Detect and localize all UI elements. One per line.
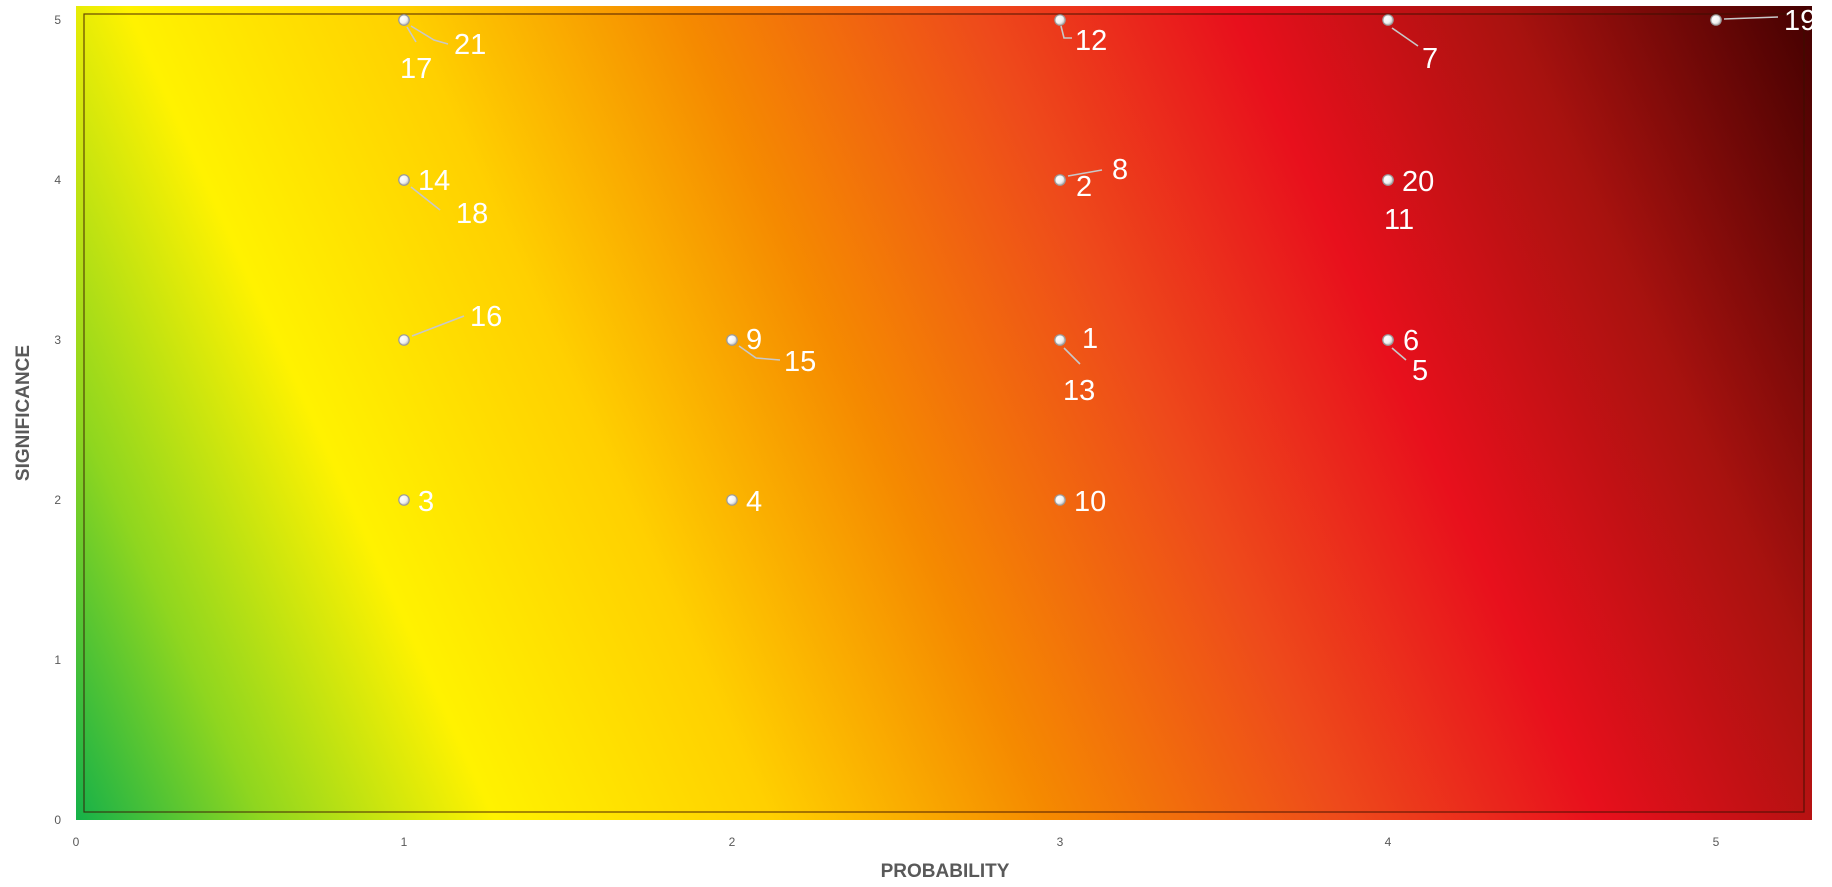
y-tick-label: 2 [54,493,61,507]
leader-line [411,315,465,337]
x-tick-label: 3 [1057,835,1064,849]
y-tick-label: 4 [54,173,61,187]
plot-frame [83,13,1805,813]
x-tick-label: 5 [1713,835,1720,849]
y-tick-label: 3 [54,333,61,347]
leader-line [738,345,781,361]
plot-background [76,6,1812,820]
data-label-3: 3 [418,486,434,518]
data-point-10 [1054,494,1066,506]
heatmap-area [76,6,1812,820]
label-leader-lines [406,16,1779,365]
data-point-20 [1382,174,1394,186]
data-label-9: 9 [746,324,762,356]
data-label-5: 5 [1412,355,1428,387]
data-label-6: 6 [1403,325,1419,357]
data-point-15 [726,334,738,346]
leader-line [410,186,441,211]
data-point-3 [398,494,410,506]
data-label-2: 2 [1076,171,1092,203]
data-point-12 [1054,14,1066,26]
y-axis-ticks: 0 1 2 3 4 5 [54,13,61,827]
data-points [398,14,1722,506]
data-label-8: 8 [1112,154,1128,186]
data-point-18 [398,174,410,186]
data-label-21: 21 [454,29,486,61]
data-label-11: 11 [1384,204,1414,236]
data-label-18: 18 [456,198,488,230]
x-tick-label: 4 [1385,835,1392,849]
x-axis-title: PROBABILITY [881,861,1010,882]
data-point-16 [398,334,410,346]
data-label-12: 12 [1075,25,1107,57]
data-label-14: 14 [418,165,450,197]
x-tick-label: 0 [73,835,80,849]
data-point-19 [1710,14,1722,26]
leader-line [410,25,449,45]
data-label-19: 19 [1784,5,1816,37]
leader-line [1060,25,1072,39]
leader-line [1063,347,1081,365]
data-label-17: 17 [400,53,432,85]
data-label-10: 10 [1074,486,1106,518]
leader-line [1067,169,1103,177]
leader-line [1391,27,1419,47]
x-axis-ticks: 0 1 2 3 4 5 [73,835,1720,849]
data-point-13 [1054,334,1066,346]
y-tick-label: 5 [54,13,61,27]
data-label-15: 15 [784,346,816,378]
data-label-16: 16 [470,301,502,333]
x-tick-label: 2 [729,835,736,849]
data-point-8 [1054,174,1066,186]
data-label-13: 13 [1063,375,1095,407]
data-label-4: 4 [746,486,762,518]
data-point-6 [1382,334,1394,346]
data-label-20: 20 [1402,166,1434,198]
y-tick-label: 0 [54,813,61,827]
data-point-21 [398,14,410,26]
x-tick-label: 1 [401,835,408,849]
y-tick-label: 1 [54,653,61,667]
leader-line [1723,16,1779,20]
leader-line [406,26,417,43]
data-point-4 [726,494,738,506]
data-label-7: 7 [1422,43,1438,75]
data-point-7 [1382,14,1394,26]
y-axis-title: SIGNIFICANCE [13,345,34,481]
data-label-1: 1 [1082,323,1098,355]
leader-line [1391,347,1407,361]
